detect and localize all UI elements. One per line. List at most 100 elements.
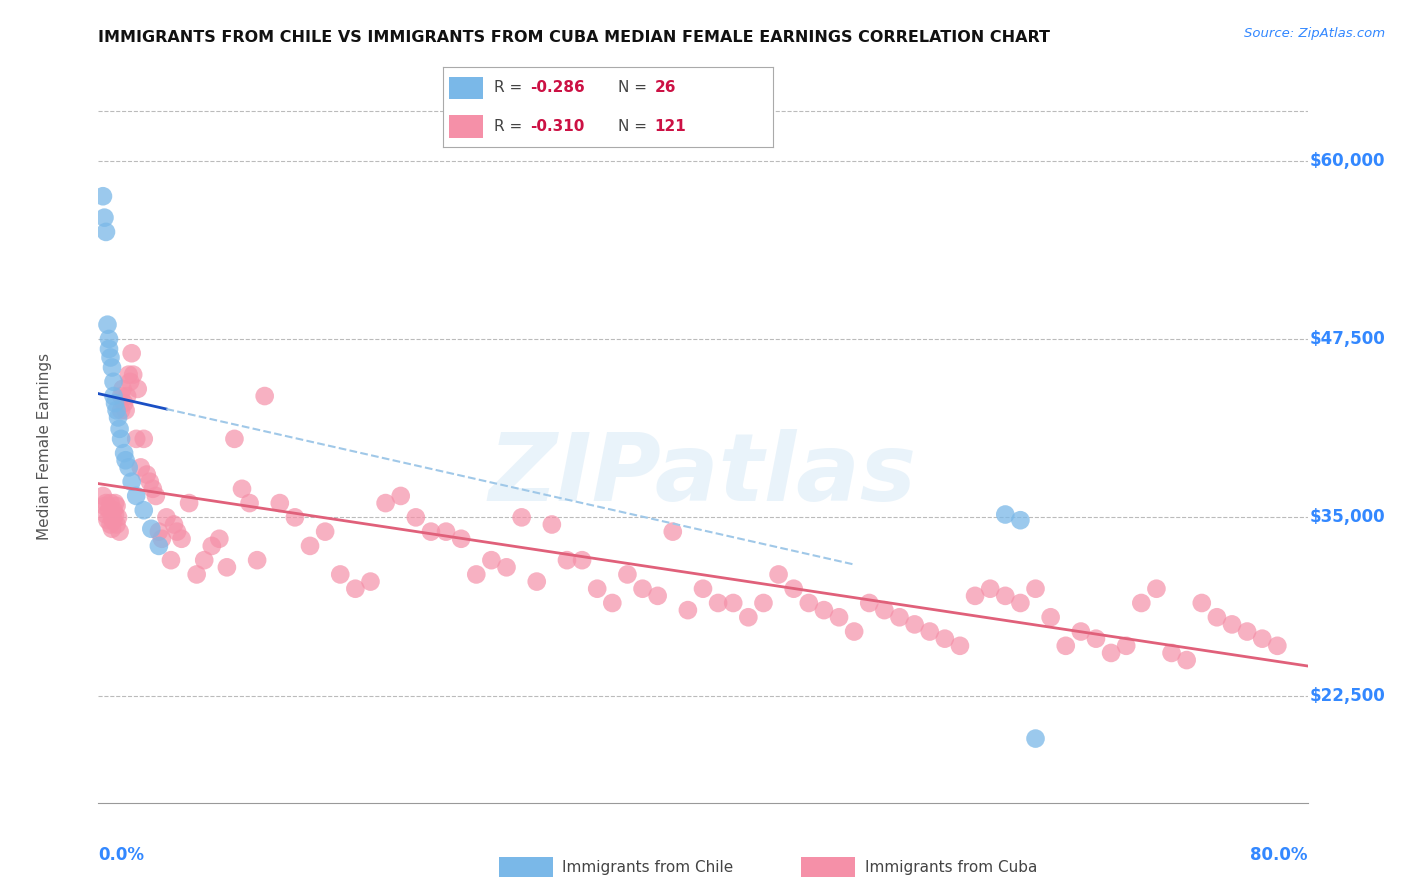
Point xyxy=(114,403,136,417)
Point xyxy=(155,510,177,524)
Point xyxy=(419,524,441,539)
Text: R =: R = xyxy=(494,80,527,95)
Point xyxy=(571,553,593,567)
Point xyxy=(510,510,533,524)
Point xyxy=(284,510,307,524)
Point xyxy=(1175,653,1198,667)
Point xyxy=(93,211,115,225)
Point xyxy=(269,496,291,510)
Point xyxy=(127,382,149,396)
Point xyxy=(707,596,730,610)
Point xyxy=(1236,624,1258,639)
Point xyxy=(1054,639,1077,653)
Point xyxy=(434,524,457,539)
Point xyxy=(994,508,1017,522)
Point xyxy=(481,553,503,567)
Point xyxy=(110,389,132,403)
Point xyxy=(107,410,129,425)
Point xyxy=(495,560,517,574)
Point xyxy=(994,589,1017,603)
Point xyxy=(904,617,927,632)
Point xyxy=(215,560,238,574)
Point xyxy=(139,475,162,489)
Point xyxy=(100,517,122,532)
Point xyxy=(132,432,155,446)
Point xyxy=(122,368,145,382)
Point xyxy=(737,610,759,624)
Text: ZIPatlas: ZIPatlas xyxy=(489,428,917,521)
Point xyxy=(91,489,114,503)
Point xyxy=(858,596,880,610)
FancyBboxPatch shape xyxy=(450,77,482,99)
Point xyxy=(103,503,125,517)
Point xyxy=(253,389,276,403)
Point xyxy=(105,403,128,417)
Point xyxy=(107,510,129,524)
Point xyxy=(314,524,336,539)
Point xyxy=(540,517,562,532)
Point xyxy=(752,596,775,610)
Point xyxy=(177,496,201,510)
Point xyxy=(1144,582,1167,596)
Point xyxy=(150,532,173,546)
Text: Source: ZipAtlas.com: Source: ZipAtlas.com xyxy=(1244,27,1385,40)
Point xyxy=(111,382,134,396)
Point xyxy=(98,332,121,346)
Point xyxy=(193,553,215,567)
Point xyxy=(889,610,911,624)
Point xyxy=(631,582,654,596)
Text: $35,000: $35,000 xyxy=(1310,508,1386,526)
Point xyxy=(96,513,118,527)
Point xyxy=(979,582,1001,596)
Point xyxy=(103,389,125,403)
Text: Immigrants from Chile: Immigrants from Chile xyxy=(562,860,734,874)
Point xyxy=(125,432,148,446)
Point xyxy=(1115,639,1137,653)
Point xyxy=(344,582,367,596)
Point xyxy=(918,624,941,639)
Point xyxy=(129,460,152,475)
Point xyxy=(1085,632,1108,646)
Point xyxy=(1024,731,1046,746)
Point xyxy=(101,522,124,536)
Point xyxy=(208,532,231,546)
Point xyxy=(721,596,744,610)
Point xyxy=(170,532,193,546)
Point xyxy=(105,517,128,532)
Point xyxy=(555,553,578,567)
Point xyxy=(142,482,165,496)
Text: IMMIGRANTS FROM CHILE VS IMMIGRANTS FROM CUBA MEDIAN FEMALE EARNINGS CORRELATION: IMMIGRANTS FROM CHILE VS IMMIGRANTS FROM… xyxy=(98,29,1050,45)
Point xyxy=(797,596,820,610)
Point xyxy=(104,508,127,522)
Text: 0.0%: 0.0% xyxy=(98,846,145,863)
Point xyxy=(125,489,148,503)
Point xyxy=(105,499,128,513)
Point xyxy=(1160,646,1182,660)
Text: $60,000: $60,000 xyxy=(1310,152,1385,169)
Point xyxy=(526,574,548,589)
Point xyxy=(965,589,987,603)
Point xyxy=(98,342,121,356)
Point xyxy=(103,375,125,389)
Point xyxy=(586,582,609,596)
Text: R =: R = xyxy=(494,119,527,134)
Point xyxy=(108,524,131,539)
Text: $47,500: $47,500 xyxy=(1310,330,1386,348)
Point xyxy=(96,318,118,332)
FancyBboxPatch shape xyxy=(450,115,482,137)
Point xyxy=(98,503,121,517)
Point xyxy=(145,489,167,503)
Text: Immigrants from Cuba: Immigrants from Cuba xyxy=(865,860,1038,874)
Point xyxy=(450,532,472,546)
Point xyxy=(118,460,141,475)
Point xyxy=(103,513,125,527)
Text: -0.286: -0.286 xyxy=(530,80,585,95)
Point xyxy=(1010,596,1032,610)
Point xyxy=(389,489,412,503)
Point xyxy=(616,567,638,582)
Text: 121: 121 xyxy=(654,119,686,134)
Point xyxy=(112,446,135,460)
Point xyxy=(120,375,142,389)
Point xyxy=(405,510,427,524)
Point xyxy=(148,539,170,553)
